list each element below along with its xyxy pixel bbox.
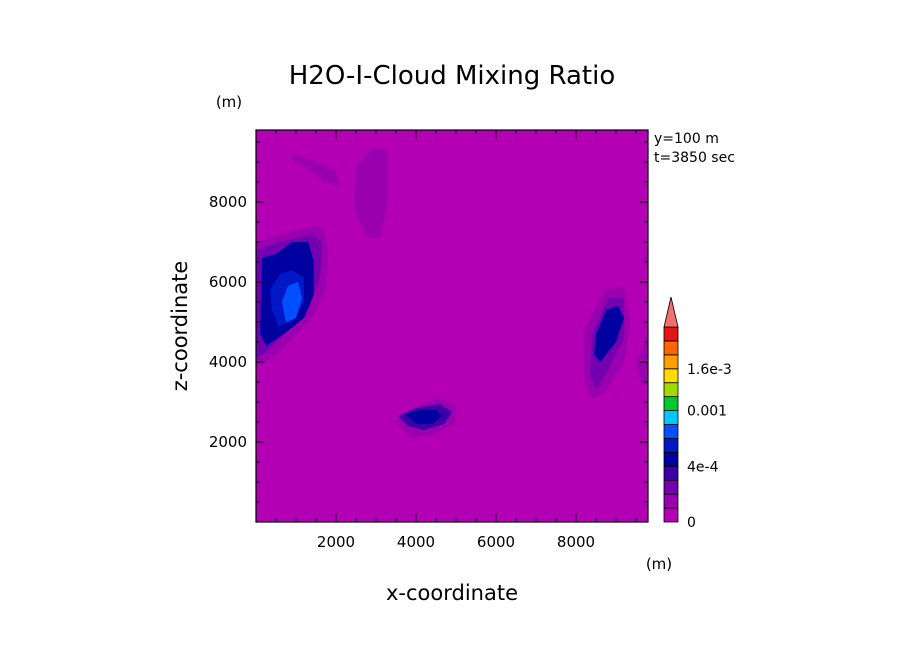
colorbar-box-7 [663, 410, 679, 425]
x-axis-ticks: 2000 4000 6000 8000 [275, 130, 637, 551]
colorbar-box-4 [663, 451, 679, 467]
plot-background [256, 130, 648, 522]
contour-regions [256, 148, 648, 438]
colorbar-box-1 [663, 493, 679, 509]
colorbar-box-10 [663, 368, 679, 384]
y-tick-label: 2000 [209, 433, 247, 451]
colorbar-box-9 [663, 382, 679, 398]
colorbar-extend-arrow [663, 296, 679, 328]
y-unit-label: (m) [216, 93, 242, 111]
plot-area: 2000 4000 6000 8000 2000 4000 6000 8000 [209, 129, 649, 551]
x-tick-label: 4000 [397, 533, 435, 551]
colorbar-box-0 [663, 507, 679, 523]
annotation-time: t=3850 sec [654, 150, 735, 166]
colorbar-box-6 [663, 424, 679, 439]
x-tick-label: 8000 [557, 533, 595, 551]
annotation-y-position: y=100 m [654, 131, 719, 147]
contour-region-11 [594, 306, 624, 362]
x-unit-label: (m) [646, 555, 672, 573]
x-tick-label: 2000 [317, 533, 355, 551]
contour-region-5 [636, 334, 648, 386]
colorbar-box-8 [663, 396, 679, 411]
x-tick-label: 6000 [477, 533, 515, 551]
colorbar-tick-label: 1.6e-3 [687, 362, 732, 378]
colorbar-tick-label: 4e-4 [687, 459, 719, 475]
contour-region-0 [292, 154, 340, 186]
colorbar-box-11 [663, 354, 679, 370]
contour-region-1 [354, 148, 388, 238]
colorbar-box-12 [663, 340, 679, 356]
colorbar: 0 4e-4 0.001 1.6e-3 [663, 296, 732, 531]
y-tick-label: 6000 [209, 273, 247, 291]
contour-region-14 [282, 282, 302, 322]
y-tick-label: 8000 [209, 193, 247, 211]
chart-title: H2O-I-Cloud Mixing Ratio [289, 61, 616, 91]
y-axis-label: z-coordinate [168, 261, 192, 392]
y-axis-ticks: 2000 4000 6000 8000 [209, 141, 648, 503]
y-tick-label: 4000 [209, 353, 247, 371]
colorbar-box-2 [663, 479, 679, 495]
colorbar-tick-label: 0 [687, 515, 696, 531]
colorbar-box-5 [663, 438, 679, 453]
x-axis-label: x-coordinate [386, 581, 518, 605]
contour-region-12 [406, 410, 442, 424]
colorbar-box-13 [663, 326, 679, 342]
colorbar-tick-label: 0.001 [687, 404, 727, 420]
colorbar-box-3 [663, 465, 679, 481]
plot-frame [255, 129, 649, 523]
